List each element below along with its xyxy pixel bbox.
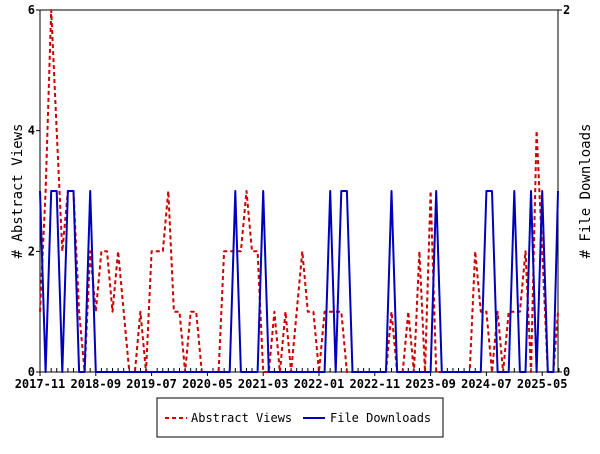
y-right-tick-label: 0 <box>563 365 570 379</box>
x-tick-label: 2020-05 <box>182 377 233 391</box>
legend-views-label: Abstract Views <box>191 411 292 425</box>
y-left-tick-label: 6 <box>28 3 35 17</box>
x-tick-label: 2019-07 <box>126 377 177 391</box>
y-left-tick-label: 0 <box>28 365 35 379</box>
x-tick-label: 2023-09 <box>405 377 456 391</box>
plot-area <box>39 9 559 373</box>
legend: Abstract Views File Downloads <box>156 397 444 438</box>
x-tick-label: 2022-01 <box>294 377 345 391</box>
x-tick-label: 2018-09 <box>71 377 122 391</box>
x-tick-label: 2017-11 <box>15 377 66 391</box>
x-tick-label: 2021-03 <box>238 377 289 391</box>
x-tick-label: 2022-11 <box>350 377 401 391</box>
series-line-file-downloads <box>39 190 559 373</box>
y-right-tick-label: 2 <box>563 3 570 17</box>
y-axis-left-label: # Abstract Views <box>10 124 26 259</box>
x-tick-label: 2024-07 <box>461 377 512 391</box>
y-left-tick-label: 2 <box>28 244 35 258</box>
x-tick-label: 2025-05 <box>517 377 568 391</box>
legend-downloads-label: File Downloads <box>330 411 431 425</box>
series-line-abstract-views <box>39 9 559 373</box>
legend-box <box>156 397 444 438</box>
y-left-tick-label: 4 <box>28 124 35 138</box>
y-axis-right-label: # File Downloads <box>578 124 594 259</box>
